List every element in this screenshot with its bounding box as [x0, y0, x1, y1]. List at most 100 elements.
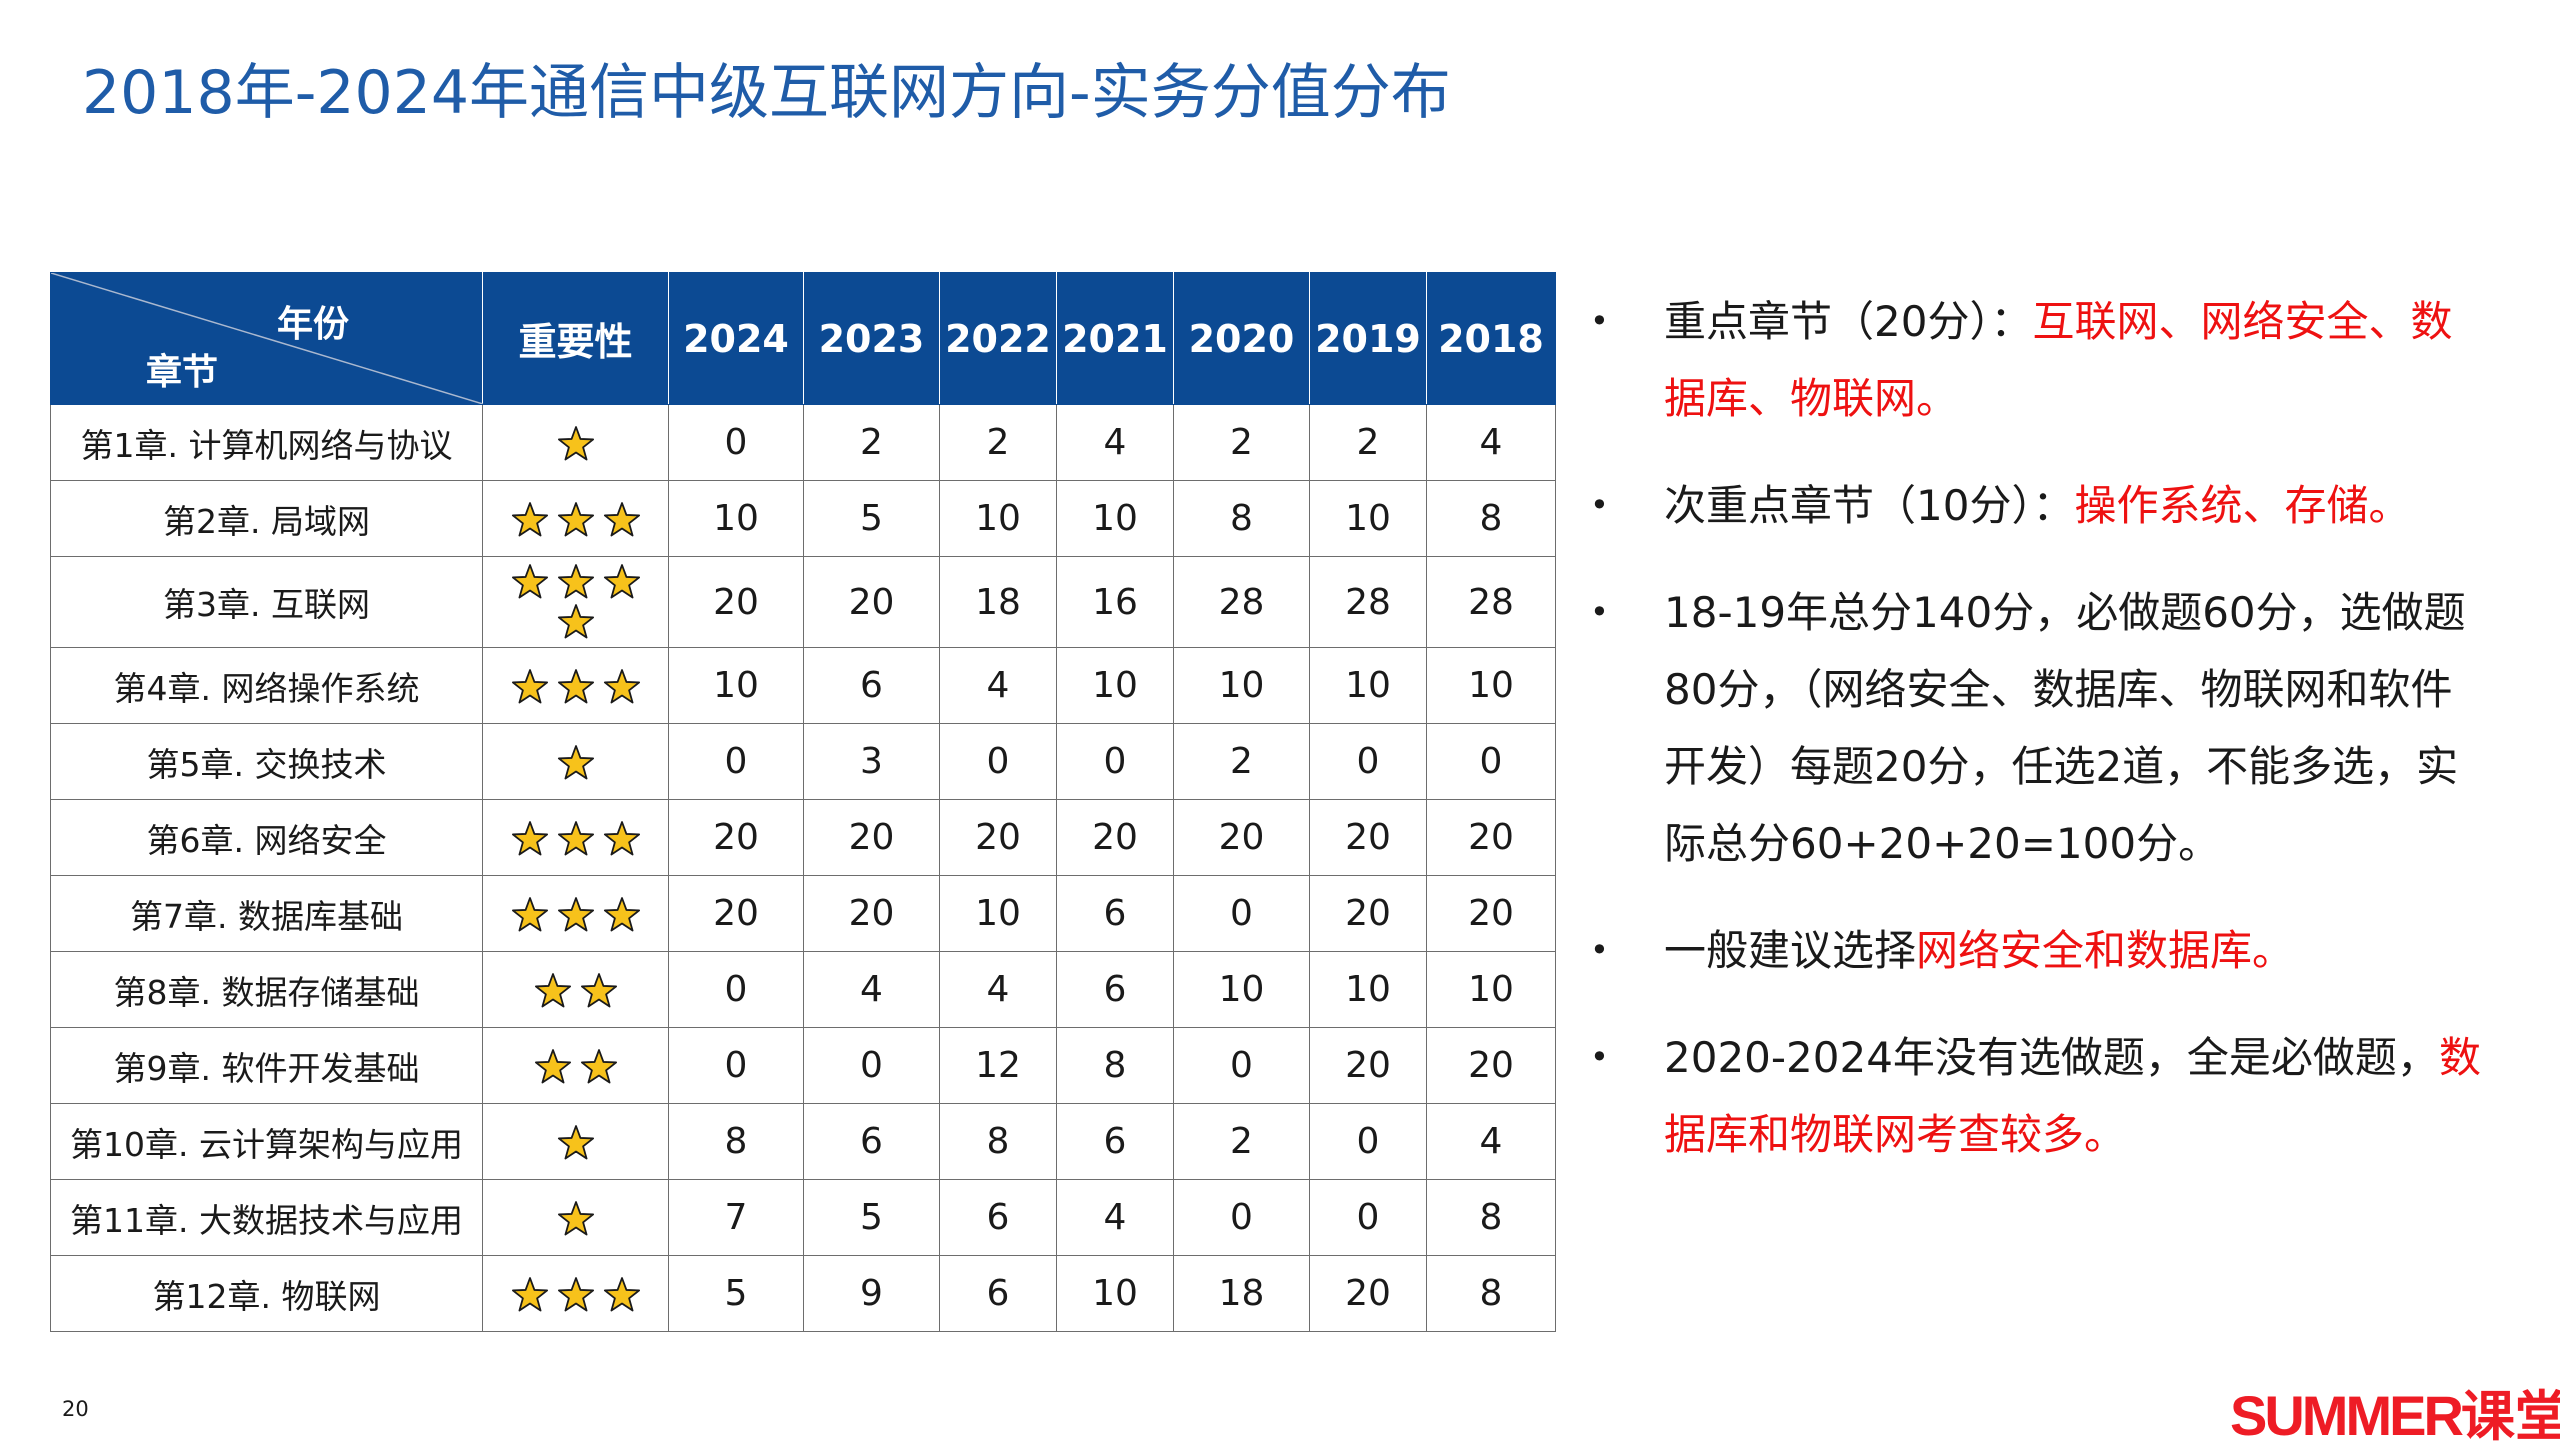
bullet-icon: • [1590, 486, 1609, 524]
table-row: 第6章. 网络安全 20 20 20 20 20 20 20 [50, 799, 1556, 876]
importance-cell [482, 480, 669, 557]
star-icon [603, 564, 640, 599]
score-cell: 28 [1426, 556, 1556, 648]
score-cell: 4 [939, 951, 1057, 1028]
importance-cell [482, 723, 669, 800]
star-icon [511, 501, 548, 536]
table-row: 第4章. 网络操作系统 10 6 4 10 10 10 10 [50, 647, 1556, 724]
star-icon [603, 668, 640, 703]
bullet-icon: • [1590, 1038, 1609, 1076]
star-rating [507, 895, 645, 935]
bullet-icon: • [1590, 302, 1609, 340]
score-cell: 5 [803, 1179, 940, 1256]
year-header-2021: 2021 [1056, 272, 1174, 405]
star-rating [507, 667, 645, 707]
note-item: • 重点章节（20分）：互联网、网络安全、数据库、物联网。 [1590, 283, 2490, 437]
table-row: 第10章. 云计算架构与应用 8 6 8 6 2 0 4 [50, 1103, 1556, 1180]
star-icon [580, 972, 617, 1007]
star-icon [557, 896, 594, 931]
score-cell: 6 [939, 1255, 1057, 1332]
score-cell: 0 [1173, 1179, 1310, 1256]
score-cell: 0 [668, 951, 804, 1028]
score-cell: 10 [1056, 647, 1174, 724]
corner-header-cell: 年份 章节 [50, 272, 483, 405]
star-icon [511, 668, 548, 703]
chapter-cell: 第5章. 交换技术 [50, 723, 483, 800]
note-item: • 18-19年总分140分，必做题60分，选做题80分，（网络安全、数据库、物联… [1590, 574, 2490, 882]
bullet-icon: • [1590, 593, 1609, 631]
star-rating [507, 1275, 645, 1315]
importance-cell [482, 799, 669, 876]
score-cell: 6 [803, 647, 940, 724]
importance-cell [482, 404, 669, 481]
score-cell: 0 [1426, 723, 1556, 800]
chapter-cell: 第1章. 计算机网络与协议 [50, 404, 483, 481]
note-text: 2020-2024年没有选做题，全是必做题， [1664, 1033, 2439, 1082]
note-item: • 一般建议选择网络安全和数据库。 [1590, 912, 2490, 989]
year-header-2022: 2022 [939, 272, 1057, 405]
score-cell: 20 [1309, 875, 1427, 952]
score-cell: 6 [1056, 1103, 1174, 1180]
star-rating [553, 1199, 599, 1239]
score-cell: 10 [1056, 1255, 1174, 1332]
score-cell: 20 [668, 875, 804, 952]
score-cell: 4 [1426, 404, 1556, 481]
star-rating [553, 1123, 599, 1163]
score-cell: 4 [1056, 1179, 1174, 1256]
note-text: 重点章节（20分）： [1664, 297, 2033, 346]
score-cell: 8 [1056, 1027, 1174, 1104]
score-cell: 10 [1309, 951, 1427, 1028]
year-axis-label: 年份 [277, 304, 350, 345]
score-cell: 0 [1309, 1179, 1427, 1256]
importance-cell [482, 951, 669, 1028]
diagonal-divider [51, 273, 483, 404]
note-text: 一般建议选择 [1664, 926, 1917, 975]
star-rating [530, 1047, 622, 1087]
score-cell: 2 [803, 404, 940, 481]
table-row: 第2章. 局域网 10 5 10 10 8 10 8 [50, 480, 1556, 557]
star-icon [557, 744, 594, 779]
score-cell: 8 [668, 1103, 804, 1180]
score-cell: 28 [1309, 556, 1427, 648]
score-cell: 8 [1426, 480, 1556, 557]
importance-cell [482, 1103, 669, 1180]
star-icon [603, 896, 640, 931]
star-icon [511, 896, 548, 931]
table-row: 第3章. 互联网 20 20 18 16 28 28 28 [50, 556, 1556, 648]
importance-cell [482, 1179, 669, 1256]
importance-cell [482, 875, 669, 952]
chapter-cell: 第2章. 局域网 [50, 480, 483, 557]
star-icon [557, 1200, 594, 1235]
score-cell: 3 [803, 723, 940, 800]
score-cell: 0 [668, 404, 804, 481]
score-cell: 2 [1173, 723, 1310, 800]
year-header-2019: 2019 [1309, 272, 1427, 405]
score-cell: 9 [803, 1255, 940, 1332]
star-icon [557, 564, 594, 599]
score-cell: 8 [1426, 1255, 1556, 1332]
star-icon [557, 501, 594, 536]
score-cell: 0 [1056, 723, 1174, 800]
score-cell: 18 [939, 556, 1057, 648]
score-cell: 12 [939, 1027, 1057, 1104]
score-cell: 10 [939, 480, 1057, 557]
star-icon [511, 1276, 548, 1311]
score-cell: 6 [1056, 875, 1174, 952]
chapter-cell: 第10章. 云计算架构与应用 [50, 1103, 483, 1180]
score-cell: 20 [668, 799, 804, 876]
score-cell: 6 [803, 1103, 940, 1180]
score-cell: 10 [1426, 951, 1556, 1028]
note-text: 次重点章节（10分）： [1664, 481, 2075, 530]
score-cell: 18 [1173, 1255, 1310, 1332]
score-cell: 20 [1309, 1027, 1427, 1104]
score-cell: 4 [1056, 404, 1174, 481]
score-cell: 10 [1309, 480, 1427, 557]
score-cell: 20 [803, 556, 940, 648]
score-cell: 6 [1056, 951, 1174, 1028]
score-cell: 20 [803, 799, 940, 876]
star-rating [553, 743, 599, 783]
score-cell: 5 [803, 480, 940, 557]
table-row: 第5章. 交换技术 0 3 0 0 2 0 0 [50, 723, 1556, 800]
summer-logo: SUMMER课堂 [2230, 1372, 2560, 1451]
score-cell: 20 [668, 556, 804, 648]
